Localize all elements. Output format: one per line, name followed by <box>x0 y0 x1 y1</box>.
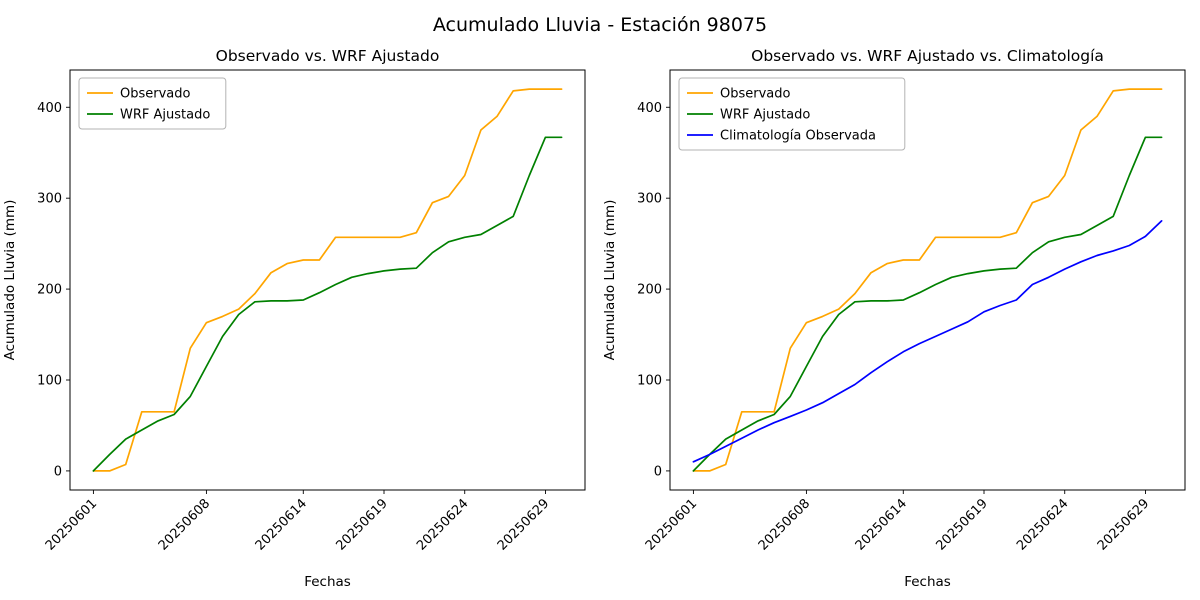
charts-row: Observado vs. WRF Ajustado 0 100 200 300 400 2… <box>0 45 1200 600</box>
series-line-wrf-ajustado <box>92 136 563 472</box>
x-tick-label: 20250608 <box>156 496 213 553</box>
legend-label: WRF Ajustado <box>720 108 810 123</box>
series-line-observado <box>92 88 563 472</box>
x-tick-label: 20250601 <box>643 496 700 553</box>
y-tick-label: 100 <box>637 374 662 389</box>
axes-frame <box>669 69 1186 491</box>
series-line-wrf-ajustado <box>692 136 1163 472</box>
y-tick-label: 0 <box>654 464 662 479</box>
legend-box <box>678 77 906 151</box>
legend-label: WRF Ajustado <box>120 108 210 123</box>
x-tick-label: 20250629 <box>495 496 552 553</box>
y-tick-label: 200 <box>637 283 662 298</box>
x-tick-label: 20250614 <box>853 496 910 553</box>
chart-observado-vs-wrf-vs-climatologia: Observado vs. WRF Ajustado vs. Climatolo… <box>602 47 1186 590</box>
x-tick-label: 20250608 <box>756 496 813 553</box>
y-tick-label: 300 <box>37 192 62 207</box>
legend-box <box>78 77 227 130</box>
y-tick-label: 300 <box>637 192 662 207</box>
axes-frame <box>69 69 586 491</box>
subplot-observado-wrf: Observado vs. WRF Ajustado 0 100 200 300 400 2… <box>0 45 600 600</box>
subplot-title: Observado vs. WRF Ajustado <box>216 47 440 65</box>
x-tick-label: 20250619 <box>333 496 390 553</box>
chart-observado-vs-wrf: Observado vs. WRF Ajustado 0 100 200 300 400 2… <box>2 47 586 590</box>
x-tick-label: 20250624 <box>1014 496 1071 553</box>
series-line-climatolog-a-observada <box>692 220 1163 463</box>
x-axis-label: Fechas <box>904 574 951 590</box>
y-tick-label: 400 <box>637 101 662 116</box>
legend-label: Observado <box>120 87 191 102</box>
y-tick-label: 0 <box>54 464 62 479</box>
figure-title: Acumulado Lluvia - Estación 98075 <box>432 14 768 36</box>
subplot-title: Observado vs. WRF Ajustado vs. Climatolo… <box>751 47 1104 65</box>
legend-label: Observado <box>720 87 791 102</box>
x-tick-label: 20250601 <box>43 496 100 553</box>
x-tick-label: 20250619 <box>933 496 990 553</box>
y-tick-label: 100 <box>37 374 62 389</box>
x-axis-label: Fechas <box>304 574 351 590</box>
x-tick-label: 20250624 <box>414 496 471 553</box>
y-tick-label: 400 <box>37 101 62 116</box>
legend-label: Climatología Observada <box>720 129 876 144</box>
x-tick-label: 20250629 <box>1095 496 1152 553</box>
x-tick-label: 20250614 <box>253 496 310 553</box>
y-axis-label: Acumulado Lluvia (mm) <box>602 200 618 361</box>
subplot-observado-wrf-climatologia: Observado vs. WRF Ajustado vs. Climatolo… <box>600 45 1200 600</box>
y-axis-label: Acumulado Lluvia (mm) <box>2 200 18 361</box>
series-line-observado <box>692 88 1163 472</box>
y-tick-label: 200 <box>37 283 62 298</box>
